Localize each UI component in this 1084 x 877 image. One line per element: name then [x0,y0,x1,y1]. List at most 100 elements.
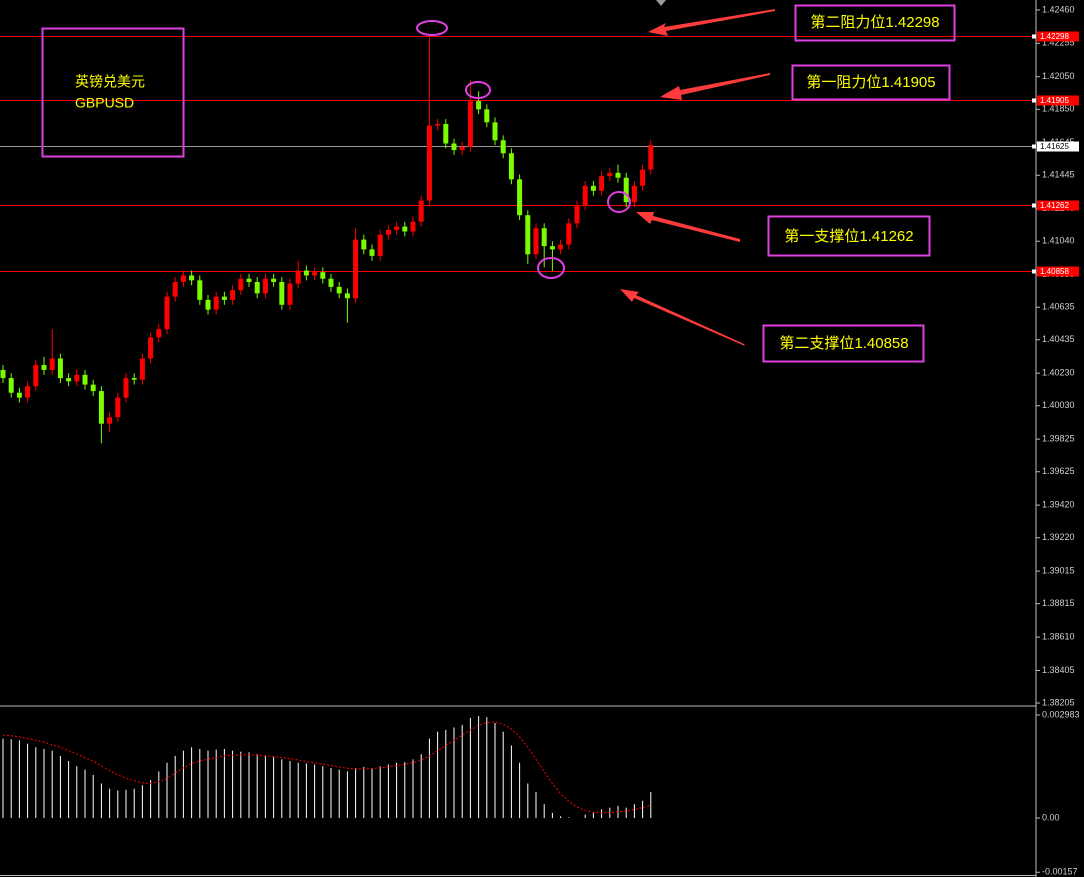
shift-marker [656,0,666,6]
candle-body [648,145,654,170]
highlight-circle [537,257,565,279]
level-marker [1032,203,1036,208]
arrow [660,73,770,100]
candle-body [582,185,588,206]
y-tick-label: 1.39625 [1042,466,1075,476]
y-tick-label: 1.39220 [1042,532,1075,542]
level-label: 1.41262 [1040,201,1069,210]
candle-body [435,123,441,126]
candle-body [353,239,359,299]
candle-body [451,143,457,151]
candle-body [172,281,178,297]
annotation-box [762,324,925,363]
level-label: 1.42298 [1040,32,1069,41]
candles [0,36,654,444]
candle-body [238,278,244,291]
candle-body [590,185,596,191]
candle-body [640,169,646,186]
candle-body [631,185,637,203]
candle-body [467,101,473,147]
annotation: 第一阻力位1.41905 [806,73,935,91]
candle-body [123,378,129,398]
y-tick-label: 1.40030 [1042,400,1075,410]
candle-body [377,234,383,256]
candle-body [156,329,162,338]
candle-body [139,358,145,380]
candle-body [180,275,186,282]
y-tick-label: 1.38610 [1042,631,1075,641]
highlight-circle [465,81,491,99]
candle-body [16,392,22,398]
annotation: 第二支撑位1.40858 [779,334,908,352]
candle-body [271,278,277,282]
candle-body [0,369,6,379]
y-tick-label: 1.40435 [1042,334,1075,344]
candle-body [418,200,424,222]
signal-line [2,721,651,814]
candle-body [230,290,236,300]
candle-body [410,221,416,232]
level-label: 1.41625 [1040,142,1069,151]
y-tick-label: 1.42460 [1042,4,1075,14]
candle-body [213,296,219,310]
annotation-box [794,4,956,42]
y-tick-label: 1.41040 [1042,236,1075,246]
level-marker [1032,98,1036,103]
arrow [648,9,775,36]
candle-body [402,226,408,232]
level-label: 1.41905 [1040,96,1069,105]
candle-body [82,374,88,385]
candle-body [148,337,154,359]
y-axis: 1.424601.422551.420501.418501.416451.414… [1032,4,1080,877]
candle-body [443,123,449,144]
y-tick-label: 1.42050 [1042,71,1075,81]
candle-body [66,378,72,382]
candle-body [320,272,326,279]
candle-body [164,296,170,330]
chart-subtitle: GBPUSD [75,95,134,111]
candle-body [189,275,195,281]
y-tick-label: 1.41850 [1042,104,1075,114]
candle-body [385,229,391,235]
candle-body [287,283,293,305]
candle-body [197,280,203,300]
candle-body [426,125,432,201]
candle-body [599,176,605,191]
candle-body [25,386,31,398]
candle-body [558,244,564,250]
candle-body [312,272,318,276]
y-tick-label: 1.38815 [1042,598,1075,608]
macd [2,716,652,819]
candle-body [615,172,621,178]
y-tick-label: 1.41445 [1042,170,1075,180]
highlight-circle [607,191,631,213]
annotation-box [767,215,931,257]
y-tick-label: 1.40635 [1042,302,1075,312]
candle-body [33,365,39,387]
candle-body [328,278,334,287]
level-label: 1.40858 [1040,267,1069,276]
y-tick-label: 1.39420 [1042,500,1075,510]
level-tag [1037,31,1079,42]
candle-body [492,122,498,141]
candle-body [500,140,506,154]
candle-body [262,278,268,294]
y-tick-label: 1.39825 [1042,434,1075,444]
annotation: 第二阻力位1.42298 [810,13,939,31]
candle-body [8,378,14,393]
y-tick-label: 1.39015 [1042,565,1075,575]
level-tag [1037,266,1079,277]
level-marker [1032,269,1036,274]
level-tag [1037,200,1079,211]
candle-body [221,296,227,300]
candle-body [361,239,367,250]
candle-body [57,358,63,379]
candle-body [107,417,113,424]
candle-body [541,228,547,247]
candle-body [279,281,285,305]
candle-body [115,397,121,418]
title-box [41,27,185,158]
y-tick-label: 1.40230 [1042,368,1075,378]
level-marker [1032,144,1036,149]
